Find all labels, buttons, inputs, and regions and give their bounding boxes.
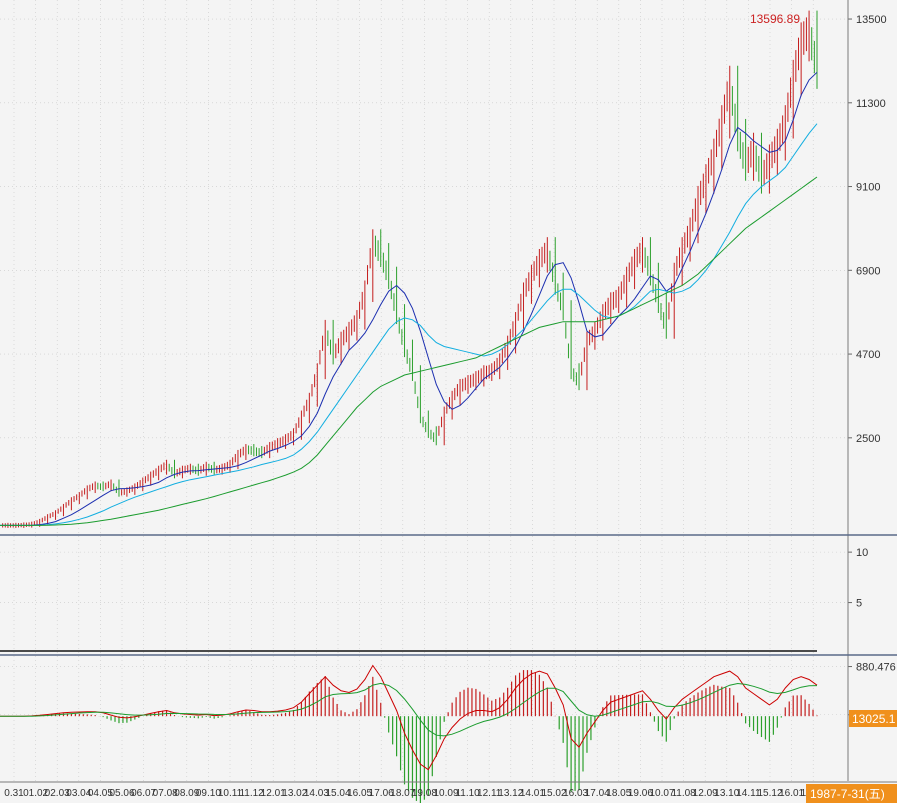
time-axis-label: 19.08 <box>412 788 437 799</box>
max-value-label: 13596.89 <box>750 12 800 26</box>
time-axis-label: 15.02 <box>541 788 566 799</box>
time-axis-label: 04.05 <box>88 788 113 799</box>
time-axis-label: 15.04 <box>325 788 350 799</box>
time-axis-label: 09.10 <box>196 788 221 799</box>
time-axis-label: 16.03 <box>563 788 588 799</box>
time-axis-label: 11.10 <box>455 788 480 799</box>
price-y-axis-label: 6900 <box>856 265 880 277</box>
time-axis-label: 18.05 <box>606 788 631 799</box>
time-axis-label: 0.31 <box>4 788 24 799</box>
chart-grid <box>0 0 848 781</box>
time-axis-label: 05.06 <box>109 788 134 799</box>
time-axis-label: 16.01 <box>779 788 804 799</box>
time-axis-label: 03.04 <box>66 788 91 799</box>
price-ma-slow-series <box>0 176 818 526</box>
price-y-axis-label: 11300 <box>856 98 886 110</box>
date-tag-box <box>806 784 897 803</box>
price-bars <box>2 10 818 528</box>
price-y-axis-label: 9100 <box>856 182 880 194</box>
time-axis-label: 12.11 <box>477 788 502 799</box>
time-axis-label: 17.06 <box>369 788 394 799</box>
time-axis-label: 02.03 <box>45 788 70 799</box>
price-y-axis-label: 13500 <box>856 14 887 26</box>
price-y-axis-label: 4700 <box>856 349 880 361</box>
macd-y-axis-label: 880.476 <box>856 662 896 674</box>
price-ma-fast-series <box>0 71 818 526</box>
time-axis-label: 18.07 <box>390 788 415 799</box>
time-axis-label: 12.01 <box>261 788 286 799</box>
time-axis-label: 11.08 <box>671 788 696 799</box>
time-axis-label: 13.10 <box>714 788 739 799</box>
time-axis-label: 14.01 <box>520 788 545 799</box>
price-ma-mid-series <box>0 123 818 526</box>
volume-y-axis-label: 10 <box>856 547 868 559</box>
time-axis-label: 13.02 <box>282 788 307 799</box>
macd-value-tag: 13025.1 <box>849 710 897 727</box>
time-axis-label: 11.12 <box>239 788 264 799</box>
time-axis-label: 16.05 <box>347 788 372 799</box>
time-axis-label: 17.04 <box>585 788 610 799</box>
volume-y-axis-label: 5 <box>856 598 862 610</box>
time-axis-label: 01.02 <box>23 788 48 799</box>
date-tag-label: 1987-7-31(五) <box>810 787 885 801</box>
time-axis-label: 06.07 <box>131 788 156 799</box>
macd-signal-line-series <box>0 682 818 737</box>
price-y-axis-label: 2500 <box>856 433 880 445</box>
time-axis-label: 10.07 <box>649 788 674 799</box>
time-axis-label: 12.09 <box>693 788 718 799</box>
time-axis-label: 10.11 <box>218 788 243 799</box>
time-axis-label: 08.09 <box>174 788 199 799</box>
time-axis-label: 13.12 <box>498 788 523 799</box>
time-axis-label: 19.06 <box>628 788 653 799</box>
panel-frames <box>0 0 897 783</box>
macd-value-tag-label: 13025.1 <box>852 712 896 726</box>
series-lines <box>0 71 818 771</box>
time-axis-label: 07.08 <box>153 788 178 799</box>
time-axis-label: 14.11 <box>736 788 761 799</box>
macd-macd-line-series <box>0 664 818 771</box>
time-axis-label: 14.03 <box>304 788 329 799</box>
date-tag: 1987-7-31(五) <box>806 784 897 803</box>
macd-value-tag-box <box>849 710 897 727</box>
time-axis-label: 10.09 <box>433 788 458 799</box>
time-axis-label: 15.12 <box>757 788 782 799</box>
axis-labels: 0.31 01.0202.0303.0404.0505.0606.0707.080… <box>4 14 896 799</box>
